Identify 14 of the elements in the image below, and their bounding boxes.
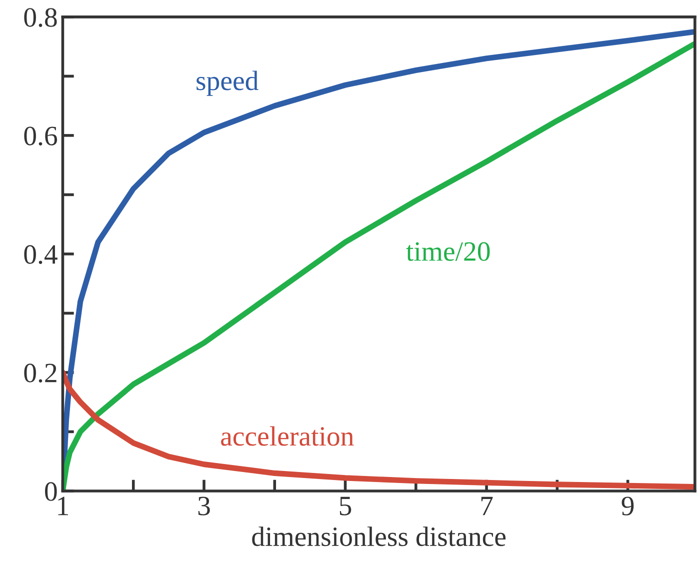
x-tick-label: 5	[340, 496, 352, 516]
x-tick-label: 7	[481, 496, 493, 516]
x-tick-label: 1	[58, 496, 68, 516]
y-tick-label: 0.2	[24, 364, 56, 383]
x-tick-label: 3	[198, 496, 210, 516]
x-tick-label: 9	[622, 496, 634, 516]
y-tick-label: 0.4	[24, 245, 58, 264]
y-tick-label: 0	[45, 482, 57, 501]
y-tick-label: 0.6	[24, 126, 58, 146]
series-label: acceleration	[221, 426, 354, 446]
x-axis-title: dimensionless distance	[252, 526, 506, 546]
series-label: time/20	[406, 242, 490, 261]
series-label: speed	[196, 70, 258, 96]
y-tick-label: 0.8	[24, 8, 57, 27]
